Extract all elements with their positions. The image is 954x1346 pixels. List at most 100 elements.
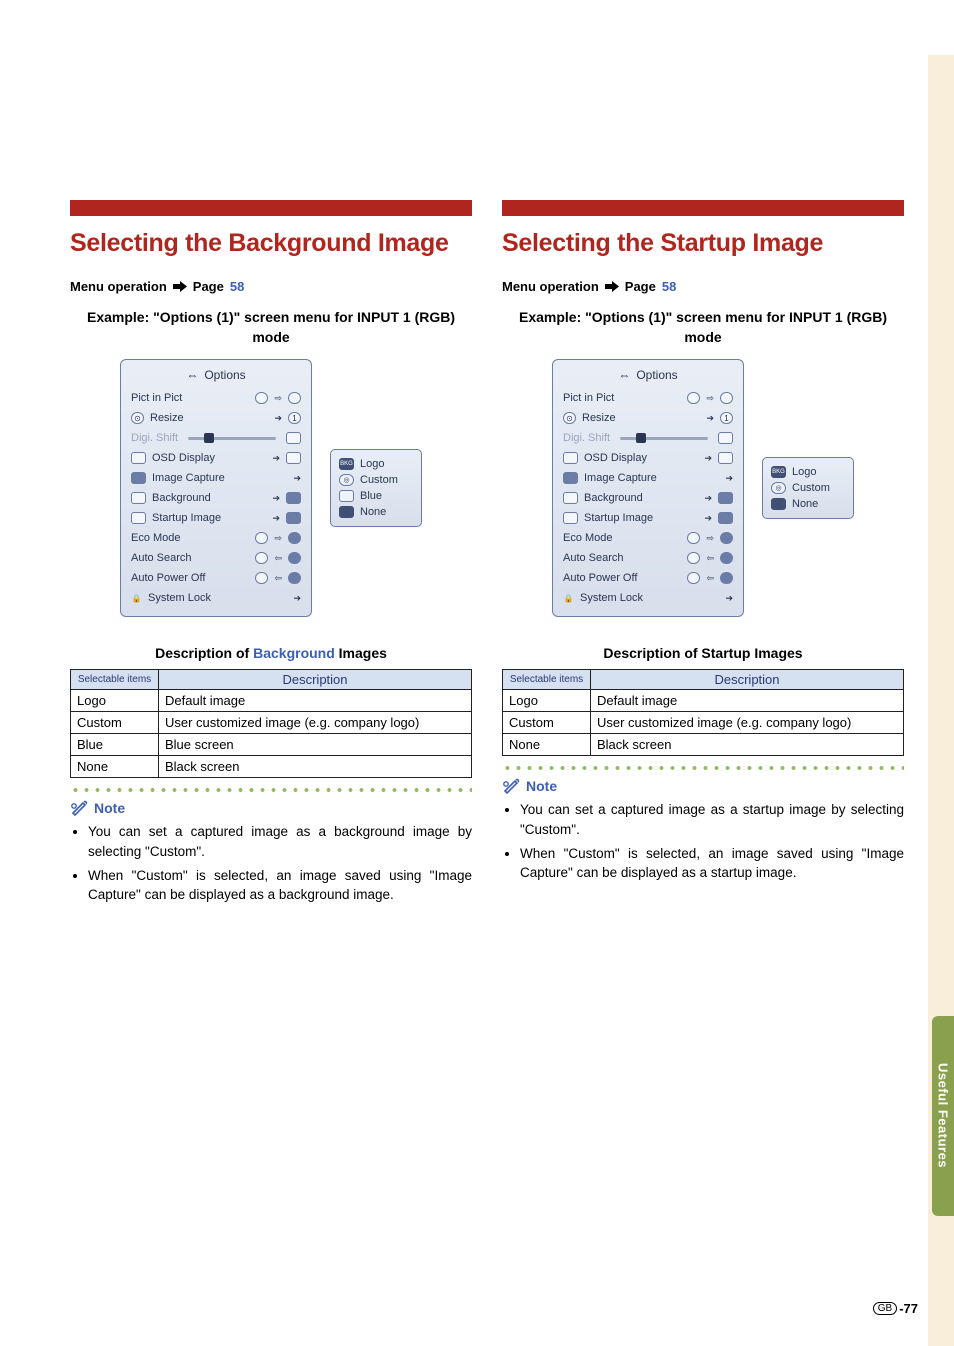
osd-row: 🔒System Lock➔ [121,588,311,608]
page-region: GB [873,1302,897,1315]
note-heading: Note [502,778,904,794]
options-arrows-icon: ⇔ [186,368,198,382]
table-header-selectable: Selectable items [503,670,591,690]
osd-row: Digi. Shift [121,428,311,448]
osd-row: ⊙Resize➔1 [553,408,743,428]
osd-row: Pict in Pict⇨ [121,388,311,408]
arrow-right-icon [173,281,187,292]
lock-icon: 🔒 [563,592,574,604]
table-row: LogoDefault image [503,690,904,712]
osd-row: Pict in Pict⇨ [553,388,743,408]
osd-submenu: BKGLogo◎Custom Blue None [330,449,422,527]
osd-row: Image Capture➔ [121,468,311,488]
osd-row: ⊙Resize➔1 [121,408,311,428]
section-bar [70,200,472,216]
figure-row: ⇔ Options Pict in Pict⇨⊙Resize➔1Digi. Sh… [70,359,472,617]
submenu-label: Blue [360,490,382,502]
submenu-row: BKGLogo [771,464,845,480]
submenu-label: Custom [792,482,830,494]
osd-title-text: Options [636,368,677,382]
osd-row: Eco Mode⇨ [553,528,743,548]
submenu-label: Logo [792,466,816,478]
submenu-row: ◎Custom [771,480,845,496]
submenu-row: BKGLogo [339,456,413,472]
osd-submenu: BKGLogo◎Custom None [762,457,854,519]
caption-pre: Description of Startup Images [603,645,802,661]
side-tab: Useful Features [932,1016,954,1216]
lock-icon: 🔒 [131,592,142,604]
osd-row: Background➔ [553,488,743,508]
arrow-right-icon [605,281,619,292]
table-cell-desc: Blue screen [159,734,472,756]
osd-row: Image Capture➔ [553,468,743,488]
options-arrows-icon: ⇔ [618,368,630,382]
table-cell-item: Custom [71,712,159,734]
osd-panel: ⇔ Options Pict in Pict⇨⊙Resize➔1Digi. Sh… [120,359,312,617]
osd-row: Startup Image➔ [553,508,743,528]
table-cell-desc: Default image [159,690,472,712]
menu-op-pageword: Page [625,279,656,294]
table-cell-desc: User customized image (e.g. company logo… [159,712,472,734]
submenu-label: Custom [360,474,398,486]
table-header-description: Description [591,670,904,690]
menu-op-pageword: Page [193,279,224,294]
note-item: You can set a captured image as a backgr… [88,822,472,861]
table-caption: Description of Background Images [70,645,472,661]
table-cell-desc: User customized image (e.g. company logo… [591,712,904,734]
osd-row: OSD Display➔ [121,448,311,468]
osd-title-text: Options [204,368,245,382]
menu-op-pagelink[interactable]: 58 [230,279,244,294]
table-row: NoneBlack screen [503,734,904,756]
menu-op-pagelink[interactable]: 58 [662,279,676,294]
submenu-row: ◎Custom [339,472,413,488]
table-row: CustomUser customized image (e.g. compan… [503,712,904,734]
table-cell-desc: Default image [591,690,904,712]
osd-rows: Pict in Pict⇨⊙Resize➔1Digi. ShiftOSD Dis… [121,388,311,608]
osd-title: ⇔ Options [121,366,311,388]
table-cell-item: Blue [71,734,159,756]
table-row: CustomUser customized image (e.g. compan… [71,712,472,734]
table-cell-desc: Black screen [159,756,472,778]
osd-title: ⇔ Options [553,366,743,388]
right-column: Selecting the Startup Image Menu operati… [502,200,904,909]
submenu-row: None [771,496,845,512]
description-table: Selectable items Description LogoDefault… [70,669,472,778]
caption-blue: Background [253,645,335,661]
table-row: BlueBlue screen [71,734,472,756]
table-row: NoneBlack screen [71,756,472,778]
example-caption: Example: "Options (1)" screen menu for I… [502,308,904,347]
caption-post: Images [335,645,387,661]
section-title: Selecting the Startup Image [502,228,904,259]
osd-row: Background➔ [121,488,311,508]
table-cell-item: None [71,756,159,778]
dotted-divider [70,788,472,792]
note-pencil-icon [502,778,522,794]
table-cell-item: Custom [503,712,591,734]
osd-row: Auto Search⇦ [553,548,743,568]
manual-page: Selecting the Background Image Menu oper… [0,0,954,1346]
table-cell-item: Logo [503,690,591,712]
osd-rows: Pict in Pict⇨⊙Resize➔1Digi. ShiftOSD Dis… [553,388,743,608]
note-heading: Note [70,800,472,816]
table-row: LogoDefault image [71,690,472,712]
section-bar [502,200,904,216]
dotted-divider [502,766,904,770]
note-item: When "Custom" is selected, an image save… [520,844,904,883]
table-header-selectable: Selectable items [71,670,159,690]
table-cell-item: Logo [71,690,159,712]
submenu-label: Logo [360,458,384,470]
page-num-value: -77 [899,1301,918,1316]
note-list: You can set a captured image as a backgr… [70,822,472,904]
osd-row: Eco Mode⇨ [121,528,311,548]
osd-row: 🔒System Lock➔ [553,588,743,608]
note-label: Note [94,800,125,816]
osd-row: Auto Power Off⇦ [553,568,743,588]
figure-row: ⇔ Options Pict in Pict⇨⊙Resize➔1Digi. Sh… [502,359,904,617]
osd-row: Digi. Shift [553,428,743,448]
table-cell-item: None [503,734,591,756]
submenu-label: None [792,498,818,510]
submenu-row: None [339,504,413,520]
table-caption: Description of Startup Images [502,645,904,661]
menu-operation-line: Menu operation Page 58 [70,279,472,294]
note-list: You can set a captured image as a startu… [502,800,904,882]
